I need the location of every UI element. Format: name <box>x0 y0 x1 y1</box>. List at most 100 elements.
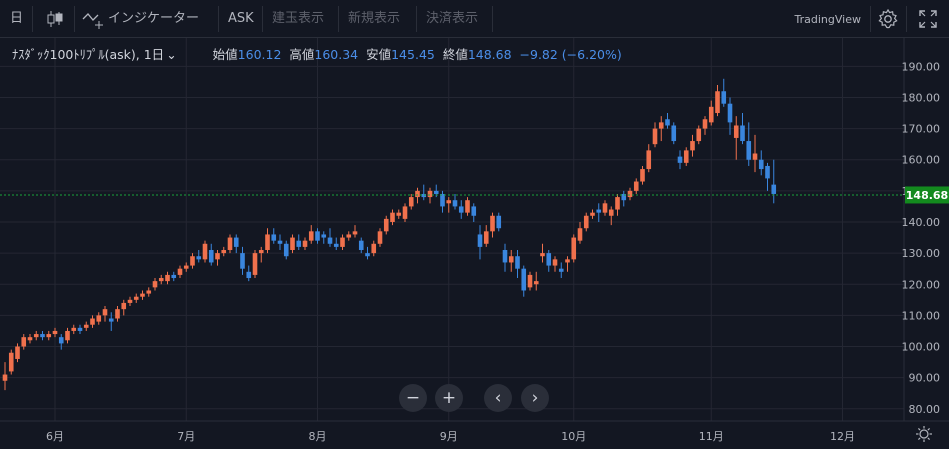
candle-body <box>715 91 720 114</box>
candle-body <box>502 250 508 263</box>
candle-body <box>571 237 577 260</box>
y-tick-label: 160.00 <box>902 154 941 167</box>
candlestick-icon[interactable] <box>44 9 66 29</box>
axis-settings-icon[interactable] <box>916 426 932 442</box>
candle-body <box>371 243 377 254</box>
candle-body <box>746 141 752 160</box>
y-tick-label: 190.00 <box>902 60 941 73</box>
candle-body <box>333 243 339 247</box>
candle-body <box>615 197 620 210</box>
candle-body <box>671 125 677 142</box>
candle-body <box>52 330 58 335</box>
candle-body <box>108 318 114 322</box>
candle-body <box>415 190 420 198</box>
candle-body <box>440 193 445 207</box>
candle-body <box>283 243 289 257</box>
x-tick-label: 11月 <box>699 430 724 443</box>
scroll-left-icon[interactable]: ‹ <box>484 384 512 412</box>
candle-body <box>696 128 702 142</box>
candle-body <box>677 156 683 163</box>
candle-body <box>446 200 452 204</box>
candle-body <box>633 181 639 191</box>
candle-body <box>596 209 602 213</box>
candle-body <box>40 334 45 338</box>
candle-body <box>646 150 652 170</box>
y-tick-label: 100.00 <box>902 341 941 354</box>
candle-body <box>302 240 308 247</box>
candle-body <box>483 231 489 244</box>
candle-body <box>508 256 514 263</box>
x-tick-label: 10月 <box>561 430 586 443</box>
toolbar-divider <box>32 6 33 32</box>
zoom-in-icon[interactable]: + <box>435 384 463 412</box>
candle-body <box>465 200 470 213</box>
time-axis[interactable]: 6月 7月 8月 9月 10月 11月 12月 <box>46 430 855 443</box>
high-label: 高値 <box>289 47 315 62</box>
candle-body <box>583 215 589 229</box>
candle-body <box>471 206 477 216</box>
candle-body <box>621 193 627 201</box>
candle-body <box>365 253 370 257</box>
candle-body <box>265 234 270 251</box>
low-label: 安値 <box>366 47 392 62</box>
candle-body <box>690 141 695 151</box>
candle-body <box>252 253 258 275</box>
interval-selector[interactable]: 日 <box>10 11 24 26</box>
change-value: −9.82 (−6.20%) <box>519 47 622 62</box>
candle-body <box>140 293 145 297</box>
candle-body <box>96 315 102 322</box>
candle-body <box>477 234 483 247</box>
candle-body <box>340 237 345 247</box>
ask-button[interactable]: ASK <box>228 11 254 26</box>
candle-body <box>396 212 402 216</box>
candle-body <box>121 302 127 310</box>
gear-icon[interactable] <box>877 8 899 30</box>
candle-body <box>202 243 208 260</box>
candle-body <box>565 259 570 263</box>
new-order-display-button[interactable]: 新規表示 <box>348 11 401 26</box>
price-chart[interactable]: 190.00180.00170.00160.00150.00140.00130.… <box>0 38 949 449</box>
toolbar-divider <box>218 6 219 32</box>
candle-body <box>608 209 614 216</box>
low-value: 145.45 <box>391 47 435 62</box>
candle-body <box>8 352 14 372</box>
candle-body <box>296 240 302 247</box>
settlement-display-button[interactable]: 決済表示 <box>426 11 479 26</box>
candle-body <box>46 334 52 338</box>
candle-body <box>158 278 164 282</box>
candle-body <box>346 234 352 238</box>
candle-body <box>258 250 264 254</box>
high-value: 160.34 <box>314 47 359 62</box>
candle-body <box>196 256 202 260</box>
scroll-right-icon[interactable]: › <box>521 384 549 412</box>
y-tick-label: 170.00 <box>902 123 941 136</box>
candle-body <box>127 299 133 303</box>
candle-body <box>308 231 314 241</box>
toolbar-divider <box>870 6 871 32</box>
candle-body <box>290 237 295 251</box>
chevron-down-icon[interactable]: ⌄ <box>166 47 177 62</box>
y-tick-label: 180.00 <box>902 91 941 104</box>
candle-body <box>271 234 277 241</box>
candle-body <box>733 125 739 138</box>
fullscreen-icon[interactable] <box>918 9 938 29</box>
indicators-button[interactable]: インジケーター <box>108 11 200 26</box>
candle-body <box>383 218 389 232</box>
toolbar-divider <box>416 6 417 32</box>
position-display-button[interactable]: 建玉表示 <box>272 11 325 26</box>
candle-body <box>577 228 583 241</box>
indicator-icon[interactable] <box>82 10 106 30</box>
candle-body <box>321 234 327 238</box>
price-axis[interactable]: 190.00180.00170.00160.00150.00140.00130.… <box>902 60 941 415</box>
candle-body <box>740 125 745 142</box>
x-tick-label: 12月 <box>830 430 855 443</box>
symbol-name[interactable]: ﾅｽﾀﾞｯｸ100ﾄﾘﾌﾟﾙ(ask), 1日 <box>12 47 165 62</box>
candle-body <box>327 237 333 244</box>
candle-body <box>702 119 708 129</box>
candle-body <box>177 268 183 275</box>
candle-body <box>490 215 495 232</box>
x-tick-label: 6月 <box>46 430 64 443</box>
candle-body <box>458 206 464 213</box>
zoom-out-icon[interactable]: − <box>399 384 427 412</box>
last-price-value: 148.68 <box>906 189 948 202</box>
